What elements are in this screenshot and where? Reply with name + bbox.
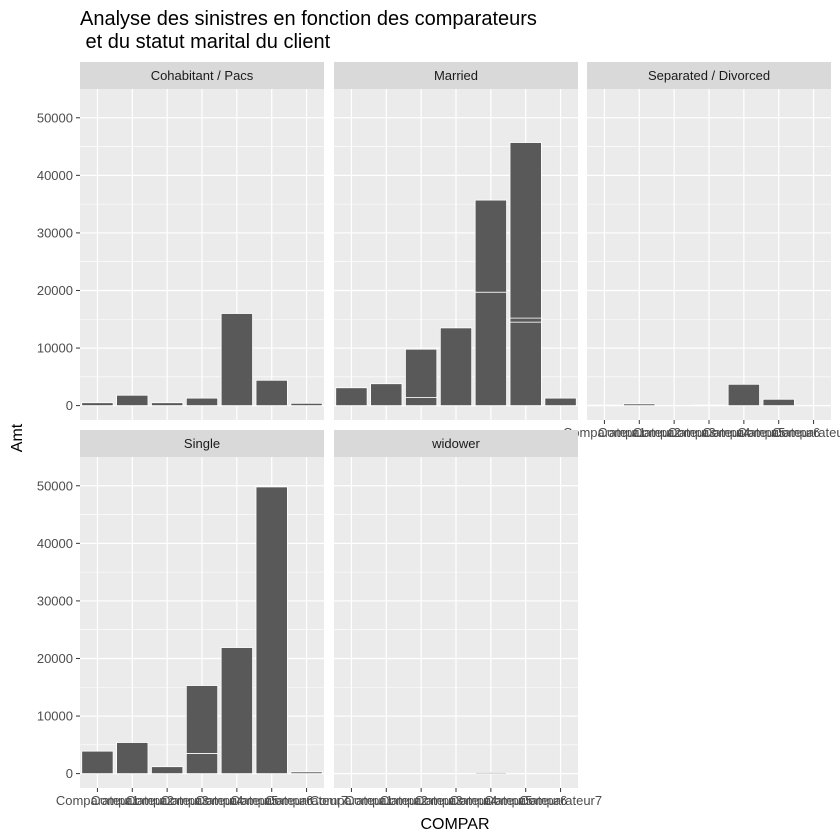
x-tick-label: Comparateur1 [310,793,393,808]
bar-segment [474,772,507,775]
x-tick-label: Comparateur7 [265,793,348,808]
x-tick-label: Comparateur2 [598,425,681,440]
bar-segment [255,379,288,407]
x-tick-label: Comparateur2 [345,793,428,808]
facet-strip-label: Cohabitant / Pacs [151,68,254,83]
bar-segment [185,685,219,754]
y-axis-title: Amt [9,423,26,452]
bar-segment [151,766,184,775]
bar-segment [762,398,795,407]
facet-panel: Single 0 10000 20000 30000 40000 50000 Comparat… [37,430,348,808]
bar-segment [509,317,542,323]
x-tick-label: Comparateur1 [56,793,139,808]
bar-segment [544,397,577,407]
facet-panels: Cohabitant / Pacs 0 10000 20000 30000 40000 50… [37,62,840,808]
x-tick-label: Comparateur5 [449,793,532,808]
y-tick-label: 0 [66,766,73,781]
facet-strip [80,430,324,457]
x-tick-label: Comparateur4 [160,793,243,808]
x-tick-label: Comparateur4 [667,425,750,440]
x-tick-label: Comparateur4 [414,793,497,808]
bar-segment [81,402,114,407]
bar-segment [116,742,149,775]
y-tick-label: 20000 [37,651,73,666]
y-tick-label: 10000 [37,341,73,356]
facet-strip [334,430,578,457]
bar-segment [509,321,542,407]
y-tick-label: 50000 [37,110,73,125]
facet-strip-label: widower [431,436,480,451]
bar-segment [727,383,760,407]
x-tick-label: Comparateur3 [126,793,209,808]
x-tick-label: Comparateur6 [737,425,820,440]
x-axis-title: COMPAR [420,816,489,833]
bar-segment [116,394,149,407]
bar-segment [290,771,323,775]
facet-strip [587,62,831,89]
x-tick-label: Comparateur3 [633,425,716,440]
facet-panel: Married [334,62,578,420]
bar-segment [439,327,473,407]
bar-segment [405,397,438,407]
bar-segment [185,397,219,407]
x-tick-label: Comparateur2 [91,793,174,808]
bar-segment [220,313,253,407]
x-tick-label: Comparateur1 [563,425,646,440]
y-tick-label: 40000 [37,168,73,183]
bar-segment [81,750,114,775]
x-tick-label: Comparateur5 [195,793,278,808]
y-tick-label: 0 [66,398,73,413]
y-tick-label: 20000 [37,283,73,298]
y-tick-label: 30000 [37,593,73,608]
chart-title-line-2: et du statut marital du client [80,31,331,53]
x-tick-label: Comparateur7 [772,425,840,440]
bar-segment [255,486,288,775]
x-tick-label: Comparateur7 [519,793,602,808]
bar-segment [185,753,219,775]
facet-panel: widowerComparateur1Comparateur2Comparate… [310,430,602,808]
bar-segment [220,647,253,775]
bar-segment [588,404,621,407]
bar-segment [474,199,507,293]
y-tick-label: 50000 [37,478,73,493]
x-tick-label: Comparateur6 [230,793,313,808]
facet-strip-label: Separated / Divorced [648,68,770,83]
bar-segment [335,387,368,407]
bar-segment [474,291,507,407]
facet-panel: Cohabitant / Pacs 0 10000 20000 30000 40000 50… [37,62,324,420]
x-tick-label: Comparateur5 [702,425,785,440]
bar-segment [692,404,726,407]
y-tick-label: 10000 [37,709,73,724]
y-tick-label: 30000 [37,225,73,240]
x-tick-label: Comparateur6 [484,793,567,808]
bar-segment [405,348,438,398]
bar-segment [623,403,656,407]
y-tick-label: 40000 [37,536,73,551]
bar-segment [370,383,403,407]
x-tick-label: Comparateur3 [380,793,463,808]
bar-segment [151,402,184,407]
facet-strip-label: Married [434,68,478,83]
bar-segment [509,142,542,319]
chart-title-line-1: Analyse des sinistres en fonction des co… [80,8,537,30]
facet-panel: Separated / DivorcedComparateur1Comparat… [563,62,840,440]
bar-segment [290,402,323,407]
facet-strip [80,62,324,89]
facet-strip [334,62,578,89]
facet-strip-label: Single [184,436,220,451]
